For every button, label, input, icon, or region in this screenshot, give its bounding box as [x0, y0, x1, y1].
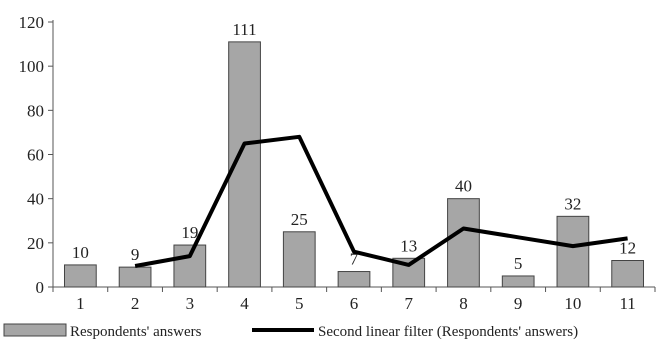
bar: [173, 244, 207, 288]
data-labels: 10 9 19 111 25 7 13 40 5 32 12: [72, 20, 636, 273]
data-label: 111: [232, 20, 256, 39]
trend-line: [134, 134, 628, 268]
data-label: 9: [131, 245, 140, 264]
bar: [118, 266, 152, 288]
data-label: 19: [181, 223, 198, 242]
bar: [337, 271, 371, 288]
line-series: [134, 134, 628, 268]
data-label: 10: [72, 243, 89, 262]
y-tick-label: 100: [19, 57, 45, 76]
y-tick-label: 80: [27, 101, 44, 120]
bar: [282, 231, 316, 288]
x-tick-label: 1: [76, 294, 85, 313]
bar: [447, 198, 480, 288]
x-tick-label: 7: [404, 294, 413, 313]
data-label: 25: [291, 210, 308, 229]
x-tick-label: 9: [514, 294, 523, 313]
data-label: 40: [455, 177, 472, 196]
data-label: 12: [619, 239, 636, 258]
x-tick-label: 6: [350, 294, 359, 313]
legend-bar-swatch: [3, 323, 67, 337]
legend-bar-label: Respondents' answers: [70, 324, 202, 340]
y-tick-label: 0: [36, 278, 45, 297]
data-label: 5: [514, 254, 523, 273]
y-axis-ticks: 0 20 40 60 80 100 120: [19, 13, 53, 297]
bar: [63, 264, 97, 288]
bar: [611, 260, 645, 288]
x-tick-label: 11: [619, 294, 635, 313]
bar: [501, 275, 535, 288]
data-label: 13: [400, 236, 417, 255]
y-tick-label: 60: [27, 146, 44, 165]
x-tick-label: 5: [295, 294, 304, 313]
x-tick-label: 2: [131, 294, 140, 313]
y-tick-label: 20: [27, 234, 44, 253]
x-axis-ticks: 1 2 3 4 5 6 7 8 9 10 11: [52, 287, 656, 313]
data-label: 32: [564, 194, 581, 213]
legend: Respondents' answers Second linear filte…: [3, 323, 578, 340]
x-tick-label: 4: [240, 294, 249, 313]
x-tick-label: 3: [186, 294, 195, 313]
x-tick-label: 8: [459, 294, 468, 313]
y-tick-label: 120: [19, 13, 45, 32]
y-tick-label: 40: [27, 190, 44, 209]
legend-line-label: Second linear filter (Respondents' answe…: [318, 324, 578, 340]
x-tick-label: 10: [564, 294, 581, 313]
data-label: 7: [350, 250, 359, 269]
bar: [556, 215, 590, 288]
